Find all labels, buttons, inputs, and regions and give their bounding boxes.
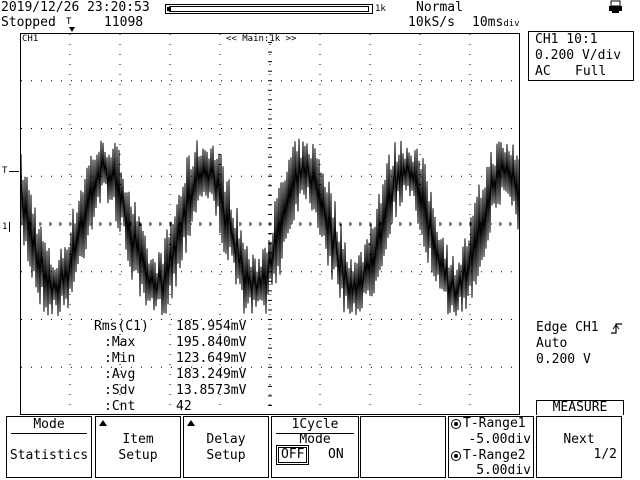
cycle-off-option[interactable]: OFF bbox=[275, 445, 310, 465]
delay-setup-line1: Delay bbox=[206, 432, 246, 447]
radio-selected-icon bbox=[451, 418, 461, 429]
stats-title: Rms(C1) bbox=[94, 319, 149, 334]
datetime: 2019/12/26 23:20:53 bbox=[1, 0, 150, 15]
stats-row-label: :Cnt bbox=[104, 399, 136, 414]
ground-marker-icon bbox=[9, 222, 16, 232]
stats-row-label: :Avg bbox=[104, 367, 136, 382]
trigger-mode-value: Auto bbox=[536, 336, 568, 351]
record-count: 11098 bbox=[104, 15, 144, 30]
waveform-trace bbox=[20, 138, 520, 317]
one-cycle-mode-softkey[interactable]: 1Cycle Mode OFF ON bbox=[271, 416, 359, 478]
stats-row-value: 123.649mV bbox=[176, 351, 247, 366]
waveform-display[interactable]: CH1 << Main:1k >> Rms(C1) 185.954mV :Max… bbox=[20, 33, 520, 415]
stats-row-label: :Min bbox=[104, 351, 136, 366]
trigger-level-line bbox=[9, 171, 19, 172]
channel-volts-div: 0.200 V/div bbox=[535, 48, 622, 63]
channel-bandwidth: Full bbox=[575, 64, 607, 79]
submenu-arrow-icon bbox=[99, 420, 107, 426]
next-page-softkey[interactable]: Next 1/2 bbox=[536, 416, 622, 478]
radio-icon bbox=[451, 450, 461, 461]
mode-divider bbox=[11, 433, 87, 434]
main-zoom-label: << Main:1k >> bbox=[226, 34, 297, 44]
trigger-level-mark: T bbox=[2, 166, 8, 176]
channel-coupling: AC bbox=[535, 64, 551, 79]
t-range2-label: T-Range2 bbox=[451, 449, 526, 463]
trigger-position-marker-icon bbox=[69, 27, 75, 32]
channel-tag: CH1 bbox=[22, 34, 39, 44]
stats-row-value: 13.8573mV bbox=[176, 383, 247, 398]
waveform-svg bbox=[20, 33, 520, 415]
mode-label: Mode bbox=[33, 417, 65, 432]
mode-softkey[interactable]: Mode Statistics bbox=[6, 416, 92, 478]
record-window bbox=[169, 6, 369, 12]
next-page-indicator: 1/2 bbox=[593, 447, 617, 462]
stats-rms-value: 185.954mV bbox=[176, 319, 247, 334]
stats-row-label: :Max bbox=[104, 335, 136, 350]
one-cycle-mode-title: 1Cycle Mode bbox=[291, 417, 339, 447]
cycle-on-option[interactable]: ON bbox=[328, 447, 344, 462]
item-setup-softkey[interactable]: Item Setup bbox=[95, 416, 181, 478]
sample-rate: 10kS/s bbox=[408, 15, 455, 30]
record-position-bar[interactable] bbox=[165, 4, 373, 14]
stats-row-value: 195.840mV bbox=[176, 335, 247, 350]
trigger-mode: Normal bbox=[416, 0, 463, 15]
stats-row-value: 183.249mV bbox=[176, 367, 247, 382]
submenu-arrow-icon bbox=[187, 420, 195, 426]
t-range1-label: T-Range1 bbox=[451, 417, 526, 431]
stats-row-label: :Sdv bbox=[104, 383, 136, 398]
item-setup-line1: Item bbox=[122, 432, 154, 447]
next-label: Next bbox=[563, 432, 595, 447]
mode-value: Statistics bbox=[9, 448, 89, 463]
channel-settings[interactable]: CH1 10:1 0.200 V/div AC Full bbox=[528, 31, 634, 81]
trigger-level-value: 0.200 V bbox=[536, 352, 591, 367]
cycle-divider bbox=[276, 433, 354, 434]
zoom-label: 1k bbox=[375, 4, 386, 14]
trigger-type: Edge CH1 bbox=[536, 320, 599, 335]
item-setup-line2: Setup bbox=[118, 448, 158, 463]
t-range2-value: 5.00div bbox=[476, 463, 531, 478]
status-bar: 2019/12/26 23:20:53 Stopped T 11098 1k N… bbox=[0, 0, 640, 32]
measure-menu-title: MEASURE bbox=[536, 400, 624, 415]
run-state: Stopped bbox=[1, 15, 56, 30]
stats-row-value: 42 bbox=[176, 399, 192, 414]
printer-icon bbox=[609, 0, 622, 13]
delay-setup-line2: Setup bbox=[206, 448, 246, 463]
time-per-div: 10msdiv bbox=[472, 15, 520, 30]
t-range-softkey[interactable]: T-Range1 -5.00div T-Range2 5.00div bbox=[448, 416, 534, 478]
t-range1-value: -5.00div bbox=[468, 432, 531, 447]
rising-edge-icon bbox=[611, 323, 622, 334]
delay-setup-softkey[interactable]: Delay Setup bbox=[183, 416, 269, 478]
channel-probe: CH1 10:1 bbox=[535, 32, 598, 47]
blank-softkey[interactable] bbox=[360, 416, 446, 478]
ground-mark: 1 bbox=[2, 222, 8, 232]
trigger-position-icon: T bbox=[66, 17, 72, 27]
